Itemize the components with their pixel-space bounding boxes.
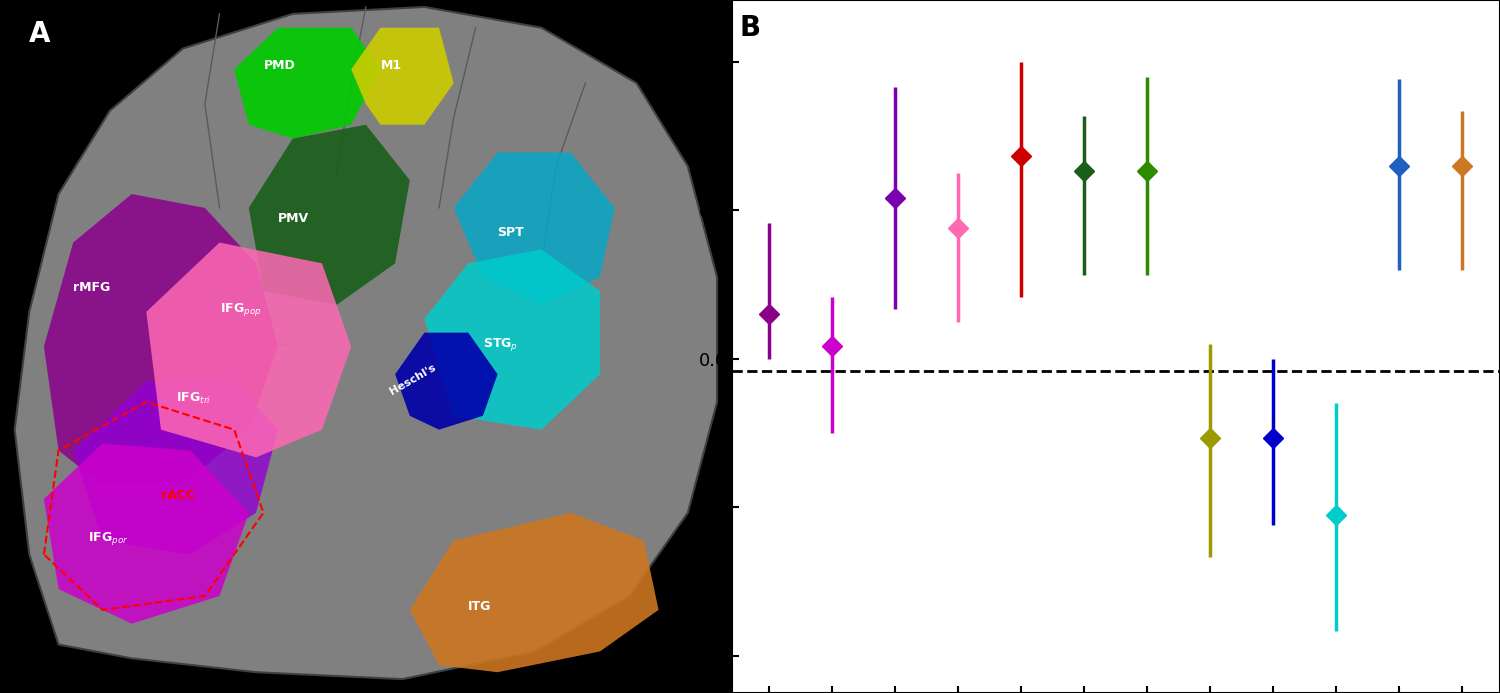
Text: IFG$_{tri}$: IFG$_{tri}$	[176, 391, 210, 406]
Text: B: B	[740, 14, 760, 42]
PathPatch shape	[351, 28, 453, 125]
PathPatch shape	[44, 194, 278, 485]
PathPatch shape	[147, 243, 351, 457]
Text: M1: M1	[381, 60, 402, 72]
Text: PMV: PMV	[278, 212, 309, 225]
PathPatch shape	[453, 152, 615, 305]
PathPatch shape	[74, 381, 278, 554]
Text: A: A	[30, 19, 51, 48]
Text: ITG: ITG	[468, 600, 492, 613]
PathPatch shape	[249, 125, 410, 305]
PathPatch shape	[15, 7, 717, 679]
PathPatch shape	[234, 28, 381, 139]
Text: STG$_p$: STG$_p$	[483, 335, 518, 353]
Text: PMD: PMD	[264, 60, 296, 72]
PathPatch shape	[424, 249, 600, 430]
Text: IFG$_{pop}$: IFG$_{pop}$	[219, 301, 261, 318]
Text: SPT: SPT	[498, 226, 525, 238]
Text: rACC: rACC	[160, 489, 195, 502]
PathPatch shape	[44, 444, 249, 624]
Text: rMFG: rMFG	[74, 281, 111, 294]
PathPatch shape	[410, 513, 658, 672]
PathPatch shape	[394, 333, 498, 430]
Text: IFG$_{por}$: IFG$_{por}$	[88, 529, 129, 547]
Text: Heschl's: Heschl's	[388, 362, 438, 397]
